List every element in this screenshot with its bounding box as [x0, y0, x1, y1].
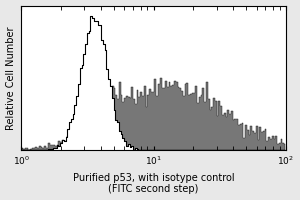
Y-axis label: Relative Cell Number: Relative Cell Number: [6, 26, 16, 130]
X-axis label: Purified p53, with isotype control
(FITC second step): Purified p53, with isotype control (FITC…: [73, 173, 234, 194]
